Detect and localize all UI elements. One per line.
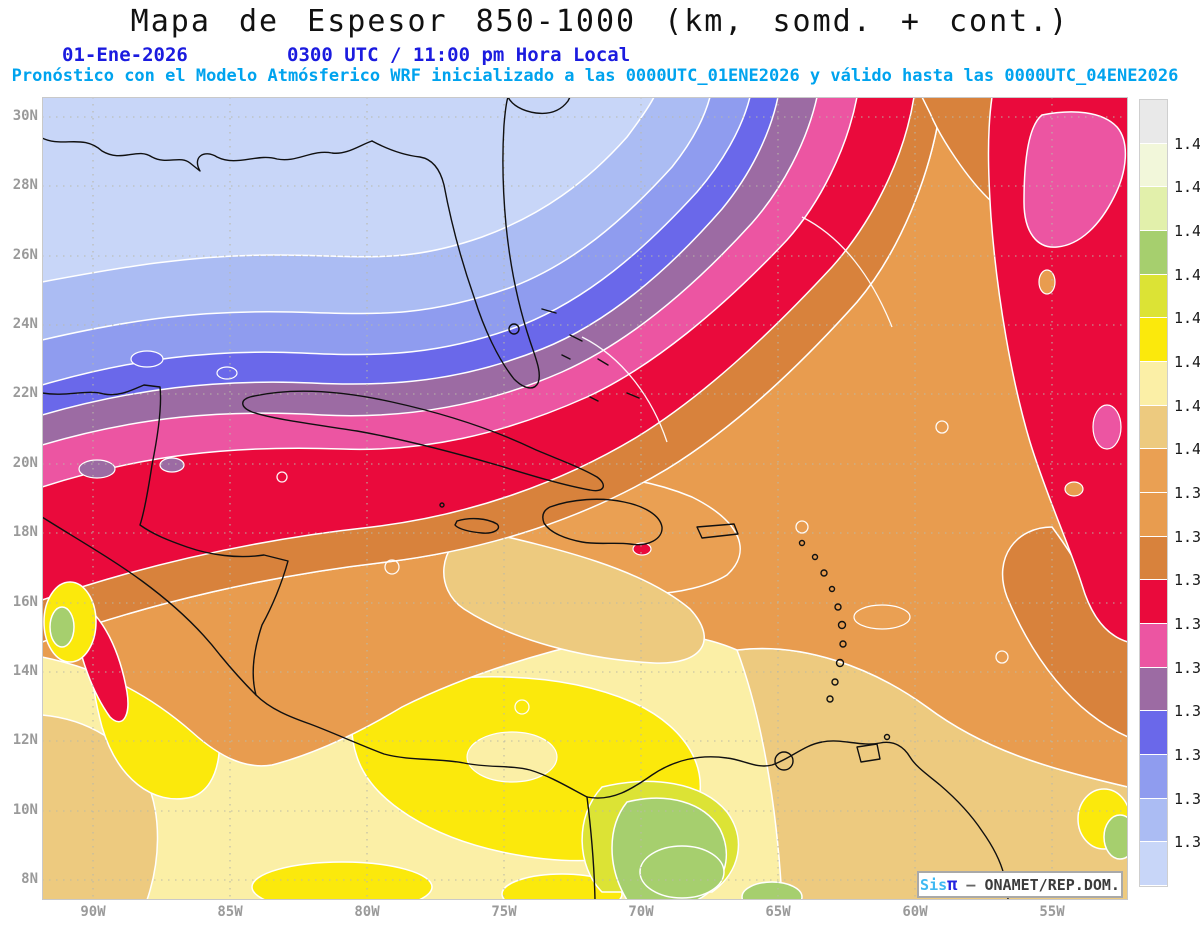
colorbar-segment-12: [1140, 624, 1167, 668]
colorbar-label-1.446: 1.446: [1174, 134, 1200, 153]
contour-fill-bands: [42, 97, 1128, 900]
colorbar-label-1.41: 1.41: [1174, 396, 1200, 415]
lon-label-55W: 55W: [1039, 904, 1065, 920]
trinidad-coastline: [856, 743, 881, 763]
georgia-coastline: [507, 97, 571, 115]
colorbar-segment-9: [1140, 493, 1167, 537]
colorbar-label-1.374: 1.374: [1174, 658, 1200, 677]
jamaica-coastline: [454, 517, 500, 534]
lat-label-22N: 22N: [12, 385, 38, 402]
colorbar-label-1.404: 1.404: [1174, 440, 1200, 459]
colombia-west-coastline: [586, 796, 596, 900]
lat-label-24N: 24N: [12, 316, 38, 333]
colorbar-segment-8: [1140, 449, 1167, 493]
bahamas-islands: [541, 308, 640, 402]
colorbar-segment-16: [1140, 798, 1167, 843]
lesser-antilles-islands: [798, 539, 891, 741]
colorbar-label-1.392: 1.392: [1174, 527, 1200, 546]
lat-label-10N: 10N: [12, 801, 38, 818]
south-america-coastline: [586, 740, 1009, 900]
lat-label-20N: 20N: [12, 454, 38, 471]
forecast-date: 01-Ene-2026: [62, 44, 188, 66]
colorbar-label-1.356: 1.356: [1174, 789, 1200, 808]
model-init-text: Pronóstico con el Modelo Atmósferico WRF…: [11, 66, 1179, 86]
map-canvas: [42, 97, 1128, 900]
lake-maracaibo: [774, 751, 794, 771]
grid-lines: [42, 97, 1128, 900]
colorbar-label-1.416: 1.416: [1174, 353, 1200, 371]
central-america-coastline: [42, 384, 588, 798]
forecast-time: 0300 UTC / 11:00 pm Hora Local: [287, 44, 631, 66]
lat-label-28N: 28N: [12, 177, 38, 194]
colorbar-segment-2: [1140, 187, 1167, 231]
map-frame: [42, 97, 1128, 900]
pacific-coastline: [42, 516, 257, 696]
lat-label-26N: 26N: [12, 246, 38, 263]
lon-label-80W: 80W: [354, 904, 380, 920]
lat-label-30N: 30N: [12, 108, 38, 124]
colorbar-label-1.422: 1.422: [1174, 309, 1200, 328]
watermark-box: Sis π – ONAMET/REP.DOM.: [917, 871, 1123, 898]
colorbar-segment-7: [1140, 405, 1167, 450]
lon-label-85W: 85W: [217, 904, 243, 920]
puerto-rico-coastline: [696, 523, 739, 539]
lon-label-75W: 75W: [491, 904, 517, 920]
lon-label-90W: 90W: [80, 904, 106, 920]
colorbar-label-1.38: 1.38: [1174, 615, 1200, 633]
watermark-system-name: Sis: [920, 875, 948, 894]
colorbar-label-1.362: 1.362: [1174, 746, 1200, 764]
lake-okeechobee: [508, 323, 520, 335]
lat-label-18N: 18N: [12, 524, 38, 541]
lat-label-16N: 16N: [12, 593, 38, 610]
cuba-coastline: [242, 390, 604, 492]
colorbar-label-1.368: 1.368: [1174, 702, 1200, 721]
lon-label-70W: 70W: [628, 904, 654, 920]
colorbar-label-1.428: 1.428: [1174, 265, 1200, 284]
contour-map-svg: [42, 97, 1128, 900]
colorbar: [1139, 99, 1168, 887]
us-gulf-coastline: [42, 137, 373, 172]
florida-coastline: [371, 97, 540, 389]
colorbar-segment-15: [1140, 755, 1167, 799]
hispaniola-coastline: [542, 498, 663, 546]
colorbar-segment-11: [1140, 580, 1167, 624]
colorbar-segment-6: [1140, 362, 1167, 406]
cayman-island: [439, 502, 445, 508]
colorbar-segment-17: [1140, 842, 1167, 886]
extra-contours: [276, 216, 1009, 715]
colorbar-segment-1: [1140, 143, 1167, 188]
lat-label-12N: 12N: [12, 732, 38, 749]
watermark-pi-logo: π: [947, 874, 958, 895]
lon-label-65W: 65W: [765, 904, 791, 920]
colorbar-segment-4: [1140, 274, 1167, 319]
colorbar-segment-3: [1140, 231, 1167, 275]
colorbar-label-1.44: 1.44: [1174, 178, 1200, 197]
lon-label-60W: 60W: [902, 904, 928, 920]
colorbar-label-1.386: 1.386: [1174, 571, 1200, 590]
coastlines: [42, 97, 1009, 900]
colorbar-label-1.398: 1.398: [1174, 484, 1200, 502]
page-title: Mapa de Espesor 850-1000 (km, somd. + co…: [130, 4, 1070, 39]
colorbar-label-1.434: 1.434: [1174, 222, 1200, 240]
colorbar-segment-13: [1140, 667, 1167, 712]
watermark-organization: ONAMET/REP.DOM.: [984, 875, 1120, 894]
lat-label-14N: 14N: [12, 662, 38, 679]
lat-label-8N: 8N: [21, 870, 38, 887]
colorbar-segment-5: [1140, 318, 1167, 362]
colorbar-segment-14: [1140, 711, 1167, 755]
colorbar-segment-0: [1140, 100, 1167, 144]
colorbar-segment-10: [1140, 536, 1167, 581]
colorbar-label-1.35: 1.35: [1174, 833, 1200, 852]
watermark-separator: –: [957, 875, 985, 894]
